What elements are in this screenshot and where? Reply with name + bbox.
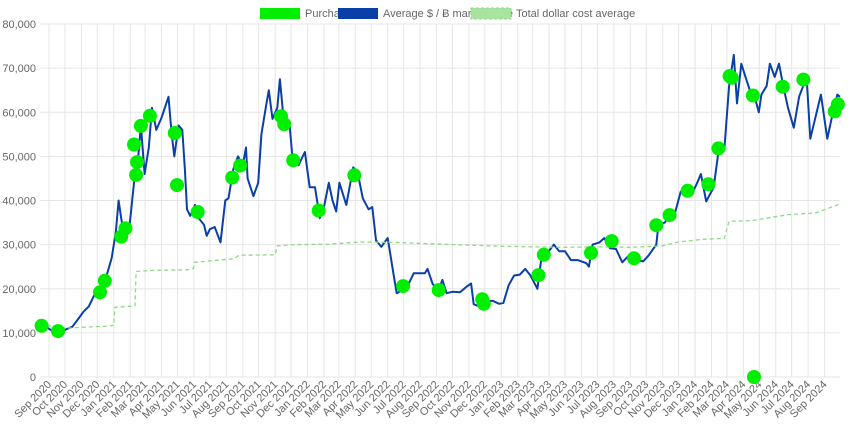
- purchase-point[interactable]: [476, 296, 491, 311]
- purchase-point[interactable]: [701, 177, 716, 192]
- y-tick-label: 40,000: [2, 196, 36, 208]
- purchase-point[interactable]: [396, 279, 411, 294]
- y-tick-label: 80,000: [2, 19, 36, 31]
- y-tick-label: 0: [30, 372, 36, 384]
- purchase-point[interactable]: [347, 168, 362, 183]
- purchase-point[interactable]: [190, 205, 205, 219]
- purchase-point[interactable]: [127, 137, 141, 152]
- purchase-points: [34, 69, 845, 384]
- y-tick-label: 20,000: [2, 284, 36, 296]
- y-tick-label: 30,000: [2, 240, 36, 252]
- market-price-line: [39, 53, 841, 332]
- purchase-point[interactable]: [680, 183, 695, 198]
- purchase-point[interactable]: [649, 218, 664, 233]
- grid: [40, 23, 840, 378]
- purchase-point[interactable]: [167, 126, 182, 140]
- y-axis: 0 10,000 20,000 30,000 40,000 50,000 60,000 70,…: [2, 19, 36, 384]
- purchase-point[interactable]: [142, 108, 157, 123]
- purchase-point[interactable]: [830, 97, 845, 112]
- purchase-point[interactable]: [129, 167, 144, 182]
- purchase-point[interactable]: [662, 208, 677, 223]
- legend-swatch-dollar-cost-average: [470, 7, 512, 20]
- purchase-point[interactable]: [536, 247, 551, 262]
- purchase-point[interactable]: [584, 246, 598, 260]
- purchase-point[interactable]: [133, 118, 148, 133]
- purchase-point[interactable]: [724, 70, 739, 85]
- purchase-point[interactable]: [51, 324, 65, 339]
- purchase-point[interactable]: [311, 203, 326, 218]
- legend-label-dollar-cost-average: Total dollar cost average: [516, 8, 635, 20]
- y-tick-label: 60,000: [2, 107, 36, 119]
- purchase-point[interactable]: [747, 370, 761, 384]
- purchase-point[interactable]: [233, 158, 248, 173]
- legend-swatch-purchases: [260, 8, 300, 19]
- legend[interactable]: Purchases Average $ / Ƀ market price Tot…: [260, 7, 635, 20]
- purchase-point[interactable]: [118, 221, 133, 236]
- purchase-point[interactable]: [627, 251, 641, 266]
- purchase-point[interactable]: [775, 79, 790, 94]
- purchase-point[interactable]: [93, 285, 107, 300]
- y-tick-label: 50,000: [2, 151, 36, 163]
- series-layer: [39, 53, 841, 332]
- purchase-point[interactable]: [431, 283, 446, 298]
- purchase-point[interactable]: [277, 117, 292, 132]
- purchase-point[interactable]: [286, 153, 301, 168]
- purchase-point[interactable]: [531, 268, 546, 283]
- y-tick-label: 70,000: [2, 63, 36, 75]
- purchase-point[interactable]: [745, 88, 760, 103]
- purchase-point[interactable]: [604, 234, 619, 249]
- purchase-point[interactable]: [225, 170, 240, 185]
- purchase-point[interactable]: [796, 72, 811, 87]
- purchase-point[interactable]: [170, 178, 184, 193]
- purchase-point[interactable]: [34, 318, 49, 333]
- purchase-point[interactable]: [711, 141, 726, 156]
- legend-swatch-market-price: [338, 8, 378, 19]
- purchase-point[interactable]: [97, 273, 112, 288]
- legend-item-dollar-cost-average[interactable]: Total dollar cost average: [470, 7, 635, 20]
- y-tick-label: 10,000: [2, 328, 36, 340]
- purchase-point[interactable]: [130, 155, 145, 170]
- dollar-cost-average-line: [39, 203, 841, 329]
